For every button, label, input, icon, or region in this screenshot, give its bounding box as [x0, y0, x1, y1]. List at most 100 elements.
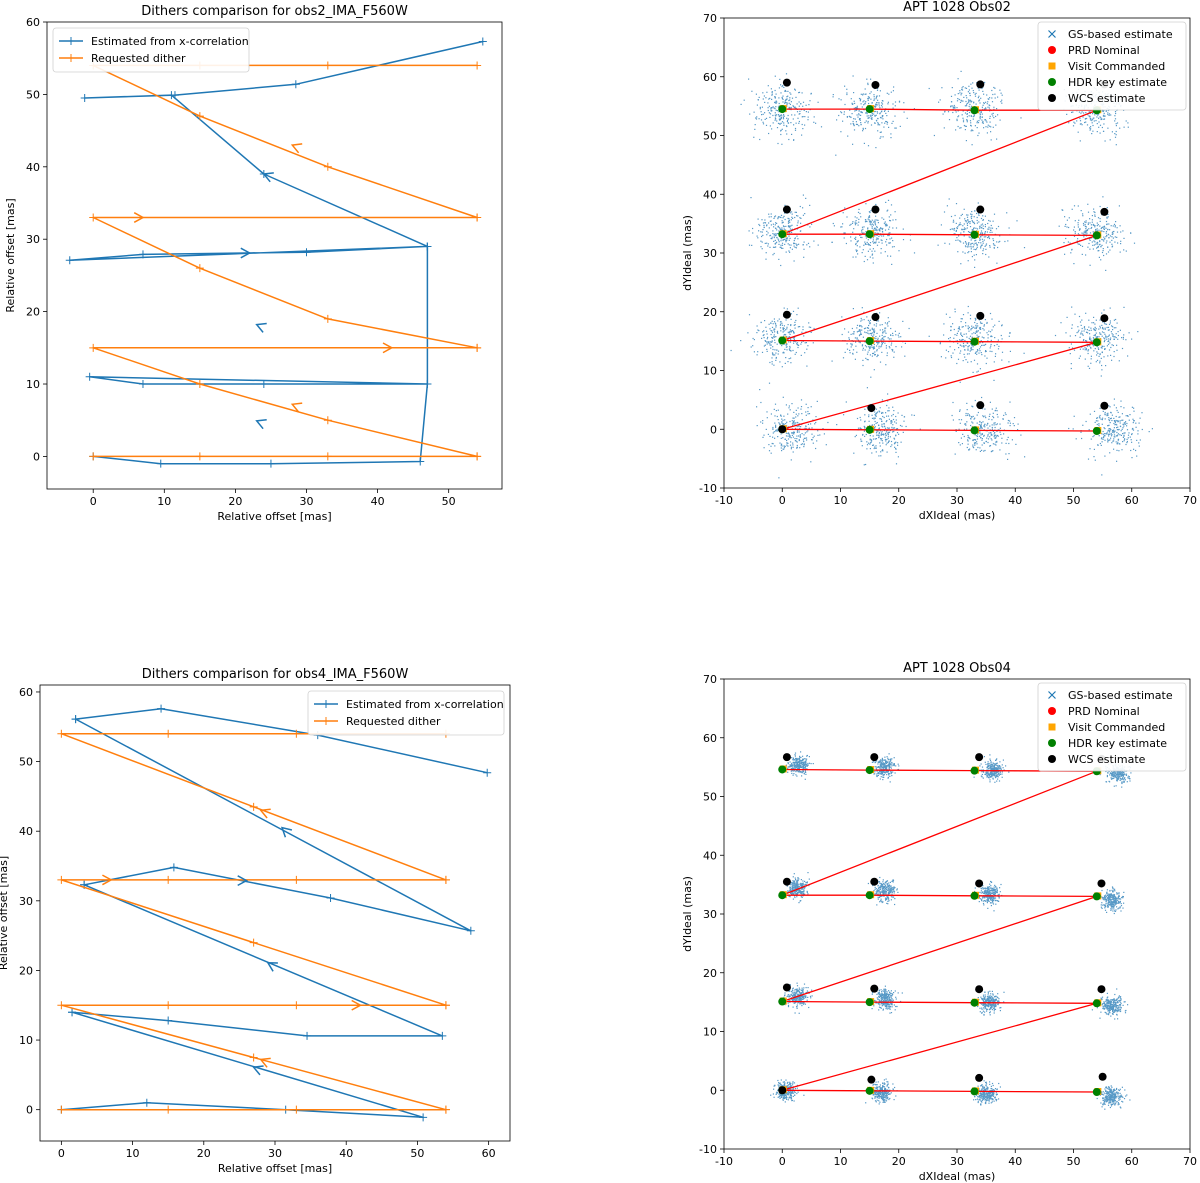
- direction-arrow: [259, 808, 271, 819]
- direction-arrow: [240, 247, 252, 259]
- gs-point: [798, 771, 800, 773]
- gs-point: [891, 426, 893, 428]
- gs-point: [1096, 222, 1098, 224]
- gs-point: [972, 371, 974, 373]
- gs-point: [966, 336, 968, 338]
- gs-point: [992, 126, 994, 128]
- gs-point: [1113, 327, 1115, 329]
- gs-point: [787, 90, 789, 92]
- hdr-key-marker: [865, 337, 874, 346]
- gs-point: [876, 770, 878, 772]
- gs-point: [980, 437, 982, 439]
- gs-point: [872, 224, 874, 226]
- gs-point: [1108, 424, 1110, 426]
- gs-point: [758, 230, 760, 232]
- gs-point: [877, 320, 880, 322]
- gs-point: [969, 246, 971, 248]
- gs-point: [1008, 335, 1010, 337]
- gs-point: [873, 347, 875, 349]
- gs-point: [973, 223, 976, 225]
- gs-point: [1063, 242, 1065, 244]
- gs-point: [849, 116, 851, 118]
- gs-point: [1116, 236, 1118, 238]
- series-marker: [473, 61, 482, 70]
- gs-point: [956, 340, 958, 342]
- gs-point: [1121, 347, 1124, 350]
- gs-point: [801, 775, 803, 777]
- gs-point: [803, 763, 805, 765]
- gs-point: [884, 251, 886, 253]
- gs-point: [789, 225, 791, 228]
- gs-point: [953, 328, 955, 331]
- gs-point: [953, 337, 955, 339]
- gs-point: [798, 413, 800, 415]
- gs-point: [1138, 445, 1140, 447]
- gs-point: [767, 109, 769, 112]
- gs-point: [791, 231, 793, 233]
- gs-point: [791, 434, 793, 436]
- gs-point: [762, 420, 764, 422]
- hdr-key-marker: [778, 230, 787, 239]
- gs-point: [981, 433, 983, 435]
- gs-point: [868, 420, 870, 422]
- gs-point: [991, 439, 993, 441]
- y-axis-label: Relative offset [mas]: [4, 198, 17, 312]
- gs-point: [1106, 413, 1108, 415]
- gs-point: [967, 312, 969, 314]
- gs-point: [885, 421, 887, 423]
- gs-point: [1100, 347, 1102, 349]
- gs-point: [871, 452, 873, 454]
- gs-point: [778, 97, 780, 99]
- series-marker: [323, 61, 332, 70]
- gs-point: [788, 348, 790, 350]
- gs-point: [1108, 114, 1110, 116]
- gs-point: [1009, 332, 1011, 334]
- gs-point: [949, 316, 951, 318]
- gs-point: [968, 101, 970, 103]
- gs-point: [1016, 220, 1018, 222]
- gs-point: [886, 225, 888, 227]
- gs-point: [787, 324, 789, 326]
- gs-point: [1011, 439, 1013, 441]
- gs-point: [1109, 428, 1111, 430]
- x-tick-label: 30: [299, 495, 313, 508]
- gs-point: [885, 768, 887, 770]
- gs-point: [958, 442, 960, 444]
- gs-point: [796, 447, 798, 449]
- gs-point: [772, 426, 774, 429]
- gs-point: [782, 221, 784, 223]
- gs-point: [861, 236, 863, 239]
- gs-point: [994, 337, 996, 339]
- gs-point: [873, 111, 875, 113]
- gs-point: [803, 248, 805, 250]
- gs-point: [1001, 102, 1003, 104]
- gs-point: [976, 435, 979, 438]
- wcs-marker: [1100, 314, 1109, 323]
- gs-point: [764, 101, 766, 103]
- gs-point: [970, 100, 972, 102]
- gs-point: [979, 239, 981, 241]
- gs-point: [757, 329, 759, 331]
- gs-point: [812, 442, 814, 444]
- gs-point: [1104, 411, 1106, 414]
- gs-point: [944, 111, 946, 113]
- gs-point: [956, 237, 958, 239]
- gs-point: [993, 436, 995, 438]
- gs-point: [957, 110, 959, 112]
- gs-point: [774, 117, 776, 119]
- gs-point: [757, 351, 759, 353]
- gs-point: [838, 98, 840, 100]
- gs-point: [784, 438, 786, 440]
- gs-point: [965, 87, 968, 89]
- gs-point: [792, 217, 794, 219]
- gs-point: [794, 353, 796, 355]
- gs-point: [961, 87, 963, 89]
- gs-point: [776, 430, 778, 432]
- gs-point: [870, 124, 873, 126]
- hdr-key-marker: [865, 425, 874, 434]
- gs-point: [863, 104, 865, 106]
- gs-point: [778, 87, 780, 89]
- gs-point: [974, 352, 976, 354]
- gs-point: [846, 116, 848, 118]
- gs-point: [978, 214, 980, 216]
